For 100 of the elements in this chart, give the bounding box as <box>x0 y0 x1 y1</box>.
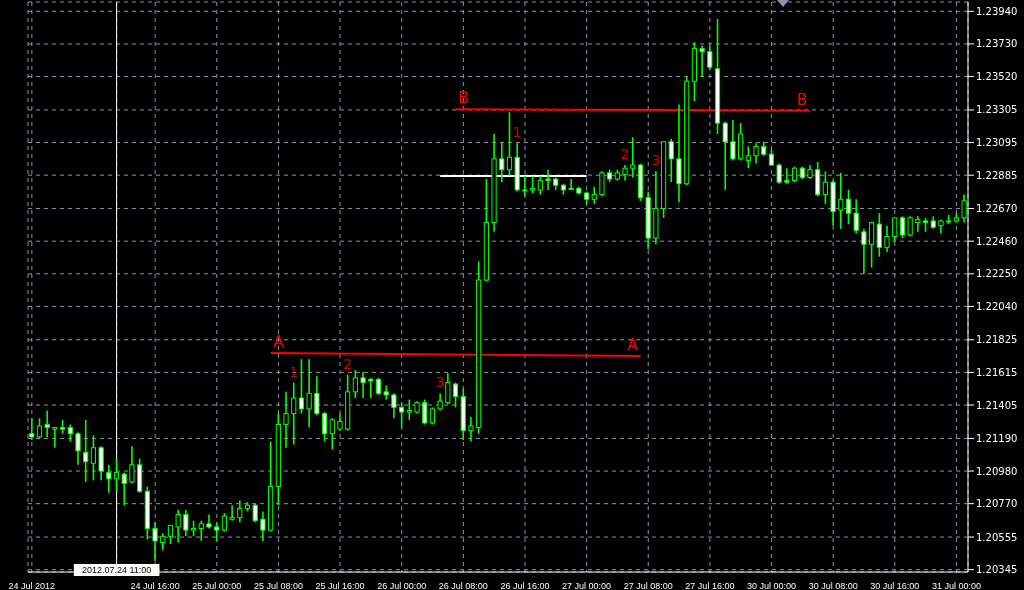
x-tick-label: 25 Jul 08:00 <box>253 581 303 590</box>
candlestick <box>198 519 204 542</box>
candlestick <box>861 227 867 275</box>
candlestick <box>876 212 882 258</box>
candlestick <box>183 509 189 538</box>
candlestick <box>422 398 428 426</box>
x-tick-label: 25 Jul 00:00 <box>192 581 242 590</box>
candlestick <box>260 510 266 542</box>
x-tick-label: 26 Jul 08:00 <box>438 581 488 590</box>
candlestick <box>298 358 305 415</box>
x-tick-label: 31 Jul 00:00 <box>931 581 981 590</box>
y-tick-label: 1.23520 <box>976 71 1018 83</box>
candlestick <box>884 224 890 253</box>
candlestick <box>599 170 605 197</box>
candlestick <box>915 215 921 233</box>
candlestick <box>306 358 312 429</box>
candlestick <box>391 392 397 420</box>
y-tick-label: 1.21405 <box>976 399 1018 411</box>
candlestick <box>106 464 112 494</box>
x-tick-label: 30 Jul 08:00 <box>808 581 858 590</box>
candlestick <box>899 215 906 239</box>
candlestick <box>214 521 220 542</box>
y-tick-label: 1.23095 <box>976 137 1018 149</box>
x-tick-label: 25 Jul 16:00 <box>315 581 365 590</box>
annotation: 2 <box>343 355 353 372</box>
y-tick-label: 1.22885 <box>976 169 1018 181</box>
annotation: 1 <box>512 124 522 141</box>
y-tick-label: 1.22250 <box>976 268 1018 280</box>
annotation: 3 <box>435 374 445 391</box>
candlestick <box>822 170 828 205</box>
y-tick-label: 1.20555 <box>976 531 1018 543</box>
candlestick <box>707 44 713 72</box>
candlestick <box>537 175 543 196</box>
x-tick-label: 30 Jul 00:00 <box>747 581 797 590</box>
candlestick <box>568 178 574 190</box>
candlestick <box>221 512 227 533</box>
candlestick <box>237 499 243 524</box>
candlestick <box>869 221 875 269</box>
candlestick <box>113 457 120 493</box>
x-tick-label: 26 Jul 16:00 <box>500 581 550 590</box>
text: A <box>273 333 284 352</box>
candlestick <box>360 370 366 399</box>
y-tick-label: 1.21825 <box>976 334 1018 346</box>
candlestick <box>699 44 705 78</box>
x-tick-label: 26 Jul 00:00 <box>377 581 427 590</box>
x-tick-label: 24 Jul 2012 <box>8 581 56 590</box>
candlestick <box>406 398 412 421</box>
x-tick-label: 30 Jul 16:00 <box>870 581 920 590</box>
candlestick <box>321 411 328 443</box>
candlestick <box>961 193 967 224</box>
y-tick-label: 1.21615 <box>976 366 1018 378</box>
x-tick-label: 2012.07.24 11:00 <box>81 565 152 575</box>
y-tick-label: 1.22460 <box>976 235 1018 247</box>
candlestick <box>98 445 104 482</box>
candlestick <box>283 391 289 449</box>
x-tick-label: 27 Jul 00:00 <box>562 581 612 590</box>
y-tick-label: 1.20770 <box>976 498 1018 510</box>
x-tick-label: 24 Jul 16:00 <box>130 581 180 590</box>
candlestick <box>75 431 81 466</box>
y-tick-label: 1.23305 <box>976 104 1018 116</box>
candlestick <box>121 471 127 507</box>
annotation: 1 <box>289 363 299 380</box>
annotation: 3 <box>651 152 661 169</box>
candlestick <box>838 172 844 230</box>
candlestick <box>90 434 97 482</box>
candlestick <box>167 524 174 545</box>
candlestick <box>129 445 135 485</box>
candlestick <box>745 145 751 169</box>
y-tick-label: 1.22040 <box>976 300 1018 312</box>
candlestick <box>52 426 58 449</box>
text: B <box>458 89 469 108</box>
y-tick-label: 1.23940 <box>976 5 1018 17</box>
candlestick <box>352 369 358 399</box>
series-label: B <box>796 90 808 109</box>
y-tick-label: 1.22670 <box>976 203 1018 215</box>
x-tick-label: 27 Jul 08:00 <box>623 581 673 590</box>
candlestick <box>314 375 320 416</box>
candlestick <box>668 137 674 183</box>
series-label: A <box>627 336 639 355</box>
candlestick <box>506 111 513 177</box>
candlestick <box>468 415 474 443</box>
candlestick <box>730 119 736 162</box>
candlestick <box>229 504 235 522</box>
y-tick-label: 1.20980 <box>976 465 1018 477</box>
candlestick <box>44 409 50 438</box>
candlestick <box>845 189 852 225</box>
candlestick <box>152 521 158 562</box>
x-tick-label: 27 Jul 16:00 <box>685 581 735 590</box>
candlestick <box>853 198 859 235</box>
candlestick <box>722 120 728 191</box>
candlestick <box>83 418 89 483</box>
candlestick <box>329 417 335 451</box>
candlestick <box>630 136 636 179</box>
candlestick <box>29 417 35 441</box>
annotation: 2 <box>620 146 630 163</box>
candlestick <box>399 401 405 429</box>
candlestick <box>445 372 451 406</box>
candlestick <box>907 215 913 238</box>
candlestick <box>753 142 759 165</box>
candlestick <box>892 217 898 242</box>
